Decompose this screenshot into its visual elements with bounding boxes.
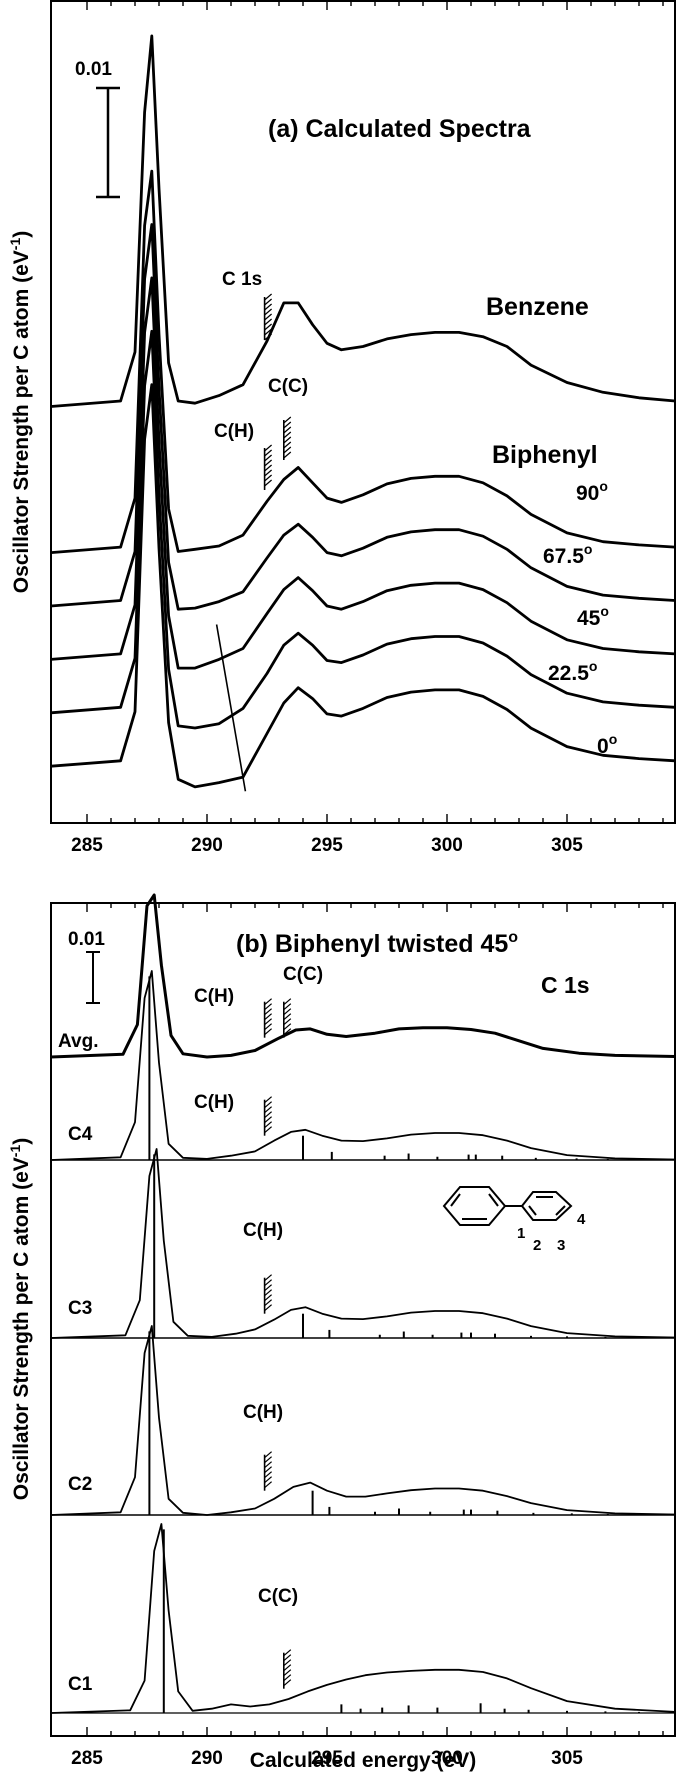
tick-label-290: 290 [191,835,223,856]
site-label-3: 3 [557,1237,565,1254]
angle-labels: 90o 67.5o 45o 22.5o 0o [543,478,617,758]
spectrum-c2 [50,1325,676,1516]
panel-b-axis-ticks [86,903,664,1736]
edge-label-c4-ch: C(H) [194,1092,234,1113]
panel-a-curves [50,34,676,789]
series-label-c1: C1 [68,1674,93,1695]
edge-marker-ch [263,444,272,490]
edge-marker-ch [263,1096,272,1136]
scale-bar-a: 0.01 [75,59,120,199]
panel-b-title: (b) Biphenyl twisted 45o [236,929,518,958]
series-label-c3: C3 [68,1298,92,1319]
y-axis-label-b: Oscillator Strength per C atom (eV-1) [7,1138,33,1501]
panel-b-tick-labels: 285 290 295 300 305 [71,1748,583,1769]
spectrum-Benzene [50,34,676,408]
panel-b-sticks [148,976,640,1713]
spectrum-225 [50,329,676,730]
tick-label-295: 295 [311,835,343,856]
scale-bar-label: 0.01 [68,929,105,950]
panel-a-axis-ticks [86,1,664,823]
edge-label-avg-ch: C(H) [194,986,234,1007]
panel-b-frame [50,902,676,1737]
panel-b-edge-labels: C(H) C(C) C(H) C(H) C(H) C(C) [194,964,323,1607]
panel-a-edge-markers [263,293,292,490]
edge-marker-ch [263,1274,272,1314]
series-label-c2: C2 [68,1474,92,1495]
angle-label-22-5: 22.5o [548,658,597,685]
phenyl-ring-right [520,1191,573,1221]
panel-a: 285 290 295 300 305 0.01 (a) Calculated … [7,0,676,856]
tick-label-295: 295 [311,1748,343,1769]
edge-marker-ch [263,998,272,1038]
x-axis-label: Calculated energy (eV) [250,1749,476,1772]
spectrum-90 [50,169,676,554]
tick-label-285: 285 [71,1748,103,1769]
edge-label-avg-cc: C(C) [283,964,323,985]
label-biphenyl: Biphenyl [492,441,598,469]
angle-label-90: 90o [576,478,608,505]
label-c1s: C 1s [222,269,262,290]
edge-label-c1-cc: C(C) [258,1586,298,1607]
site-label-2: 2 [533,1237,541,1254]
label-ch-a: C(H) [214,421,254,442]
tick-label-300: 300 [431,835,463,856]
edge-label-c3-ch: C(H) [243,1220,283,1241]
spectrum-avg [50,893,676,1059]
spectrum-c1 [50,1523,676,1714]
edge-marker-cc [282,416,292,460]
spectrum-675 [50,223,676,611]
scale-bar-b: 0.01 [68,929,105,1004]
scale-bar-label: 0.01 [75,59,112,80]
site-label-1: 1 [517,1225,525,1242]
biphenyl-structure: 1 2 3 4 [442,1186,586,1254]
panel-b-curves [50,893,676,1714]
edge-label-c2-ch: C(H) [243,1402,283,1423]
angle-label-45: 45o [577,603,609,630]
spectrum-c3 [50,1148,676,1339]
y-axis-label-a: Oscillator Strength per C atom (eV-1) [7,231,33,594]
panel-b-subtitle: C 1s [541,972,590,998]
panel-a-title: (a) Calculated Spectra [268,115,532,143]
panel-a-frame [50,0,676,824]
label-cc-a: C(C) [268,376,308,397]
edge-marker-cc [282,998,292,1038]
panel-b: 285 290 295 300 305 0.01 (b) Biphenyl tw… [7,893,676,1772]
panel-a-tick-labels: 285 290 295 300 305 [71,835,583,856]
tick-label-305: 305 [551,835,583,856]
tick-label-305: 305 [551,1748,583,1769]
spectrum-0 [50,383,676,789]
panel-b-edge-markers [263,998,292,1689]
spectrum-c4 [50,970,676,1161]
edge-marker-ch [263,1451,272,1491]
angle-label-67-5: 67.5o [543,541,592,568]
series-label-avg: Avg. [58,1031,98,1052]
label-benzene: Benzene [486,293,589,321]
phenyl-ring-left [442,1186,507,1226]
trend-line [215,624,247,792]
site-label-4: 4 [577,1211,586,1228]
edge-marker-cc [282,1649,292,1689]
tick-label-285: 285 [71,835,103,856]
spectrum-45 [50,276,676,670]
series-label-c4: C4 [68,1124,93,1145]
edge-marker-benzene [263,293,272,341]
tick-label-290: 290 [191,1748,223,1769]
angle-label-0: 0o [597,731,617,758]
tick-label-300: 300 [431,1748,463,1769]
